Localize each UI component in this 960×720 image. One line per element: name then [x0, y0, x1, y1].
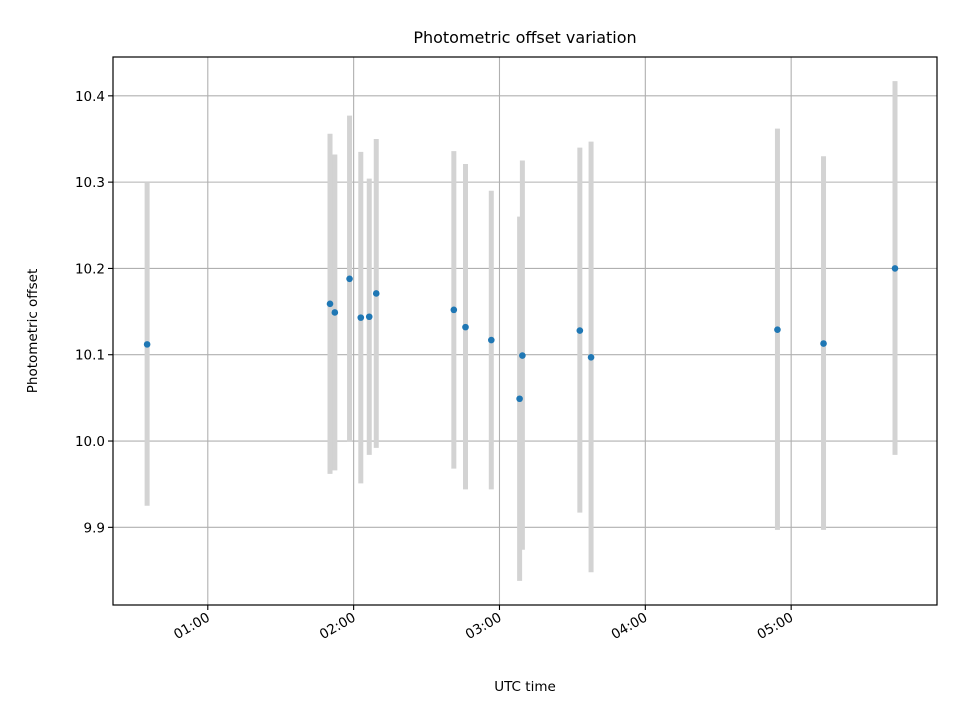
- data-point: [587, 354, 595, 361]
- plot-frame: [112, 56, 938, 606]
- data-point: [143, 341, 151, 348]
- data-point: [462, 323, 469, 331]
- y-axis-label: Photometric offset: [25, 269, 41, 393]
- y-tick-label: 10.4: [75, 89, 105, 105]
- data-point: [488, 336, 495, 344]
- data-point: [372, 290, 380, 297]
- chart-title: Photometric offset variation: [413, 28, 636, 47]
- data-point: [365, 313, 373, 321]
- data-point: [326, 300, 334, 308]
- data-point: [774, 326, 781, 334]
- y-tick-label: 9.9: [84, 520, 105, 536]
- data-point: [331, 309, 339, 316]
- point-layer: [143, 265, 899, 403]
- data-point: [519, 352, 526, 359]
- data-point: [346, 275, 353, 283]
- grid-layer: [113, 57, 937, 605]
- data-point: [450, 306, 458, 314]
- data-point: [516, 395, 523, 403]
- data-point: [820, 340, 827, 347]
- data-point: [576, 327, 584, 334]
- y-tick-label: 10.0: [75, 434, 105, 450]
- y-axis-ticks: 9.9 10.0 10.1 10.2 10.3 10.4: [75, 89, 113, 536]
- x-axis-label: UTC time: [494, 679, 556, 695]
- data-point: [891, 265, 899, 272]
- data-point: [357, 314, 365, 321]
- y-tick-label: 10.2: [75, 261, 105, 277]
- y-tick-label: 10.3: [75, 175, 105, 191]
- y-tick-label: 10.1: [75, 348, 105, 364]
